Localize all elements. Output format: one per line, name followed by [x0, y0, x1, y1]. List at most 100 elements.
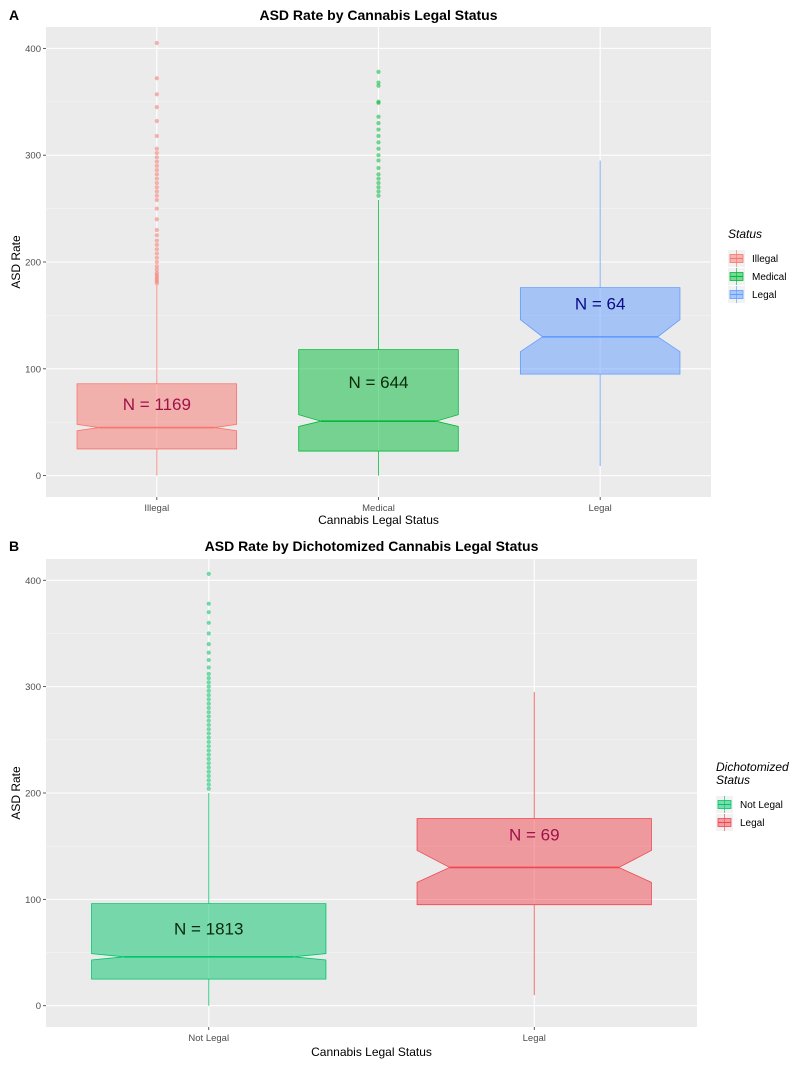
panel-letter: A: [9, 7, 19, 23]
outlier-point: [376, 172, 381, 177]
x-axis-label: Cannabis Legal Status: [311, 1045, 432, 1059]
outlier-point: [206, 710, 211, 715]
outlier-point: [154, 155, 159, 160]
outlier-point: [376, 153, 381, 158]
outlier-point: [206, 739, 211, 745]
outlier-point: [206, 610, 211, 615]
legend: Status Illegal Medical Legal: [728, 227, 786, 303]
outlier-point: [206, 697, 211, 702]
outlier-point: [154, 264, 159, 269]
outlier-point: [154, 180, 159, 186]
legend-label: Medical: [752, 272, 786, 283]
outlier-point: [154, 233, 159, 238]
n-label: N = 64: [575, 295, 626, 314]
outlier-point: [154, 185, 159, 190]
outlier-point: [206, 650, 211, 655]
outlier-point: [154, 40, 159, 46]
outlier-point: [154, 206, 159, 211]
outlier-point: [206, 657, 211, 663]
outlier-point: [154, 251, 159, 256]
box-body: [298, 349, 459, 452]
outlier-point: [376, 121, 381, 126]
y-tick-label: 0: [36, 471, 41, 482]
x-tick-label: Legal: [589, 503, 612, 514]
outlier-point: [206, 744, 211, 749]
outlier-point: [154, 176, 159, 181]
legend-title: Dichotomized: [716, 760, 789, 774]
outlier-point: [206, 782, 211, 787]
outlier-point: [206, 705, 211, 711]
outlier-point: [154, 193, 159, 198]
y-tick-label: 300: [25, 682, 41, 693]
outlier-point: [376, 158, 381, 163]
outlier-point: [154, 255, 159, 260]
y-tick-label: 400: [25, 576, 41, 587]
outlier-point: [154, 92, 159, 97]
outlier-point: [376, 83, 381, 88]
legend-label: Legal: [740, 818, 764, 829]
outlier-point: [376, 193, 381, 198]
outlier-point: [154, 133, 159, 139]
outlier-point: [376, 133, 381, 139]
chart-title: ASD Rate by Dichotomized Cannabis Legal …: [205, 538, 539, 554]
outlier-point: [376, 180, 381, 186]
y-tick-label: 300: [25, 151, 41, 162]
n-label: N = 69: [509, 825, 560, 844]
outlier-point: [154, 259, 159, 265]
box-body: [416, 818, 652, 906]
x-axis-label: Cannabis Legal Status: [318, 513, 439, 527]
n-label: N = 1169: [123, 395, 191, 414]
outlier-point: [154, 242, 159, 248]
outlier-point: [376, 69, 381, 74]
outlier-point: [206, 631, 211, 636]
outlier-point: [206, 571, 211, 576]
outlier-point: [206, 620, 211, 625]
box-legal: N = 69: [416, 691, 652, 996]
outlier-point: [206, 671, 211, 676]
outlier-point: [154, 168, 159, 173]
outlier-point: [206, 769, 211, 774]
legend-label: Legal: [752, 290, 776, 301]
n-label: N = 1813: [174, 920, 243, 939]
chart-title: ASD Rate by Cannabis Legal Status: [259, 7, 497, 23]
outlier-point: [154, 105, 159, 110]
y-tick-label: 200: [25, 258, 41, 269]
outlier-point: [154, 247, 159, 252]
box-not-legal: N = 1813: [91, 571, 327, 1006]
legend-title: Status: [728, 227, 762, 241]
box-medical: N = 644: [298, 69, 459, 476]
outlier-point: [376, 176, 381, 181]
x-tick-label: Not Legal: [188, 1033, 229, 1044]
outlier-point: [376, 146, 381, 151]
n-label: N = 644: [348, 373, 408, 392]
outlier-point: [206, 684, 211, 689]
outlier-point: [206, 680, 211, 685]
outlier-point: [376, 140, 381, 145]
outlier-point: [154, 76, 159, 81]
outlier-point: [376, 114, 381, 119]
y-tick-label: 100: [25, 364, 41, 375]
box-legal: N = 64: [519, 160, 681, 467]
outlier-point: [206, 676, 211, 681]
y-tick-label: 400: [25, 44, 41, 55]
chart-panel-a: A ASD Rate by Cannabis Legal Status 0 100 20…: [9, 7, 786, 527]
y-tick-label: 100: [25, 895, 41, 906]
outlier-point: [154, 163, 159, 168]
outlier-point: [376, 189, 381, 194]
box-body: [91, 903, 327, 980]
outlier-point: [154, 270, 159, 275]
chart-panel-b: B ASD Rate by Dichotomized Cannabis Legal…: [9, 538, 789, 1059]
outlier-point: [206, 786, 211, 791]
outlier-point: [206, 718, 211, 723]
outlier-point: [206, 727, 211, 732]
outlier-point: [154, 118, 159, 124]
x-tick-label: Legal: [523, 1033, 546, 1044]
outlier-point: [206, 601, 211, 606]
outlier-point: [376, 99, 381, 104]
outlier-point: [206, 688, 211, 693]
outlier-point: [206, 756, 211, 762]
outlier-point: [154, 238, 159, 243]
legend-title: Status: [716, 773, 750, 787]
outlier-point: [206, 778, 211, 783]
y-axis-label: ASD Rate: [9, 766, 23, 820]
